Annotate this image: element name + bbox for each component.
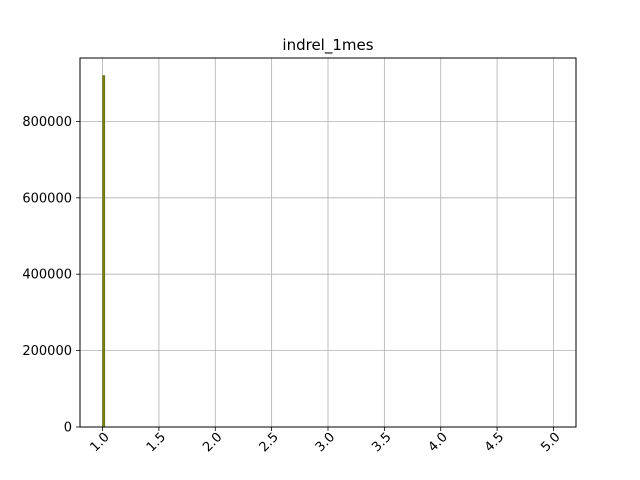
y-tick-label: 0 <box>64 421 72 436</box>
y-tick-label: 600000 <box>22 191 72 206</box>
chart-title: indrel_1mes <box>282 36 373 55</box>
histogram-bar <box>103 76 105 427</box>
y-tick-label: 800000 <box>22 115 72 130</box>
y-tick-label: 400000 <box>22 268 72 283</box>
bars <box>103 76 105 427</box>
y-tick-label: 200000 <box>22 344 72 359</box>
